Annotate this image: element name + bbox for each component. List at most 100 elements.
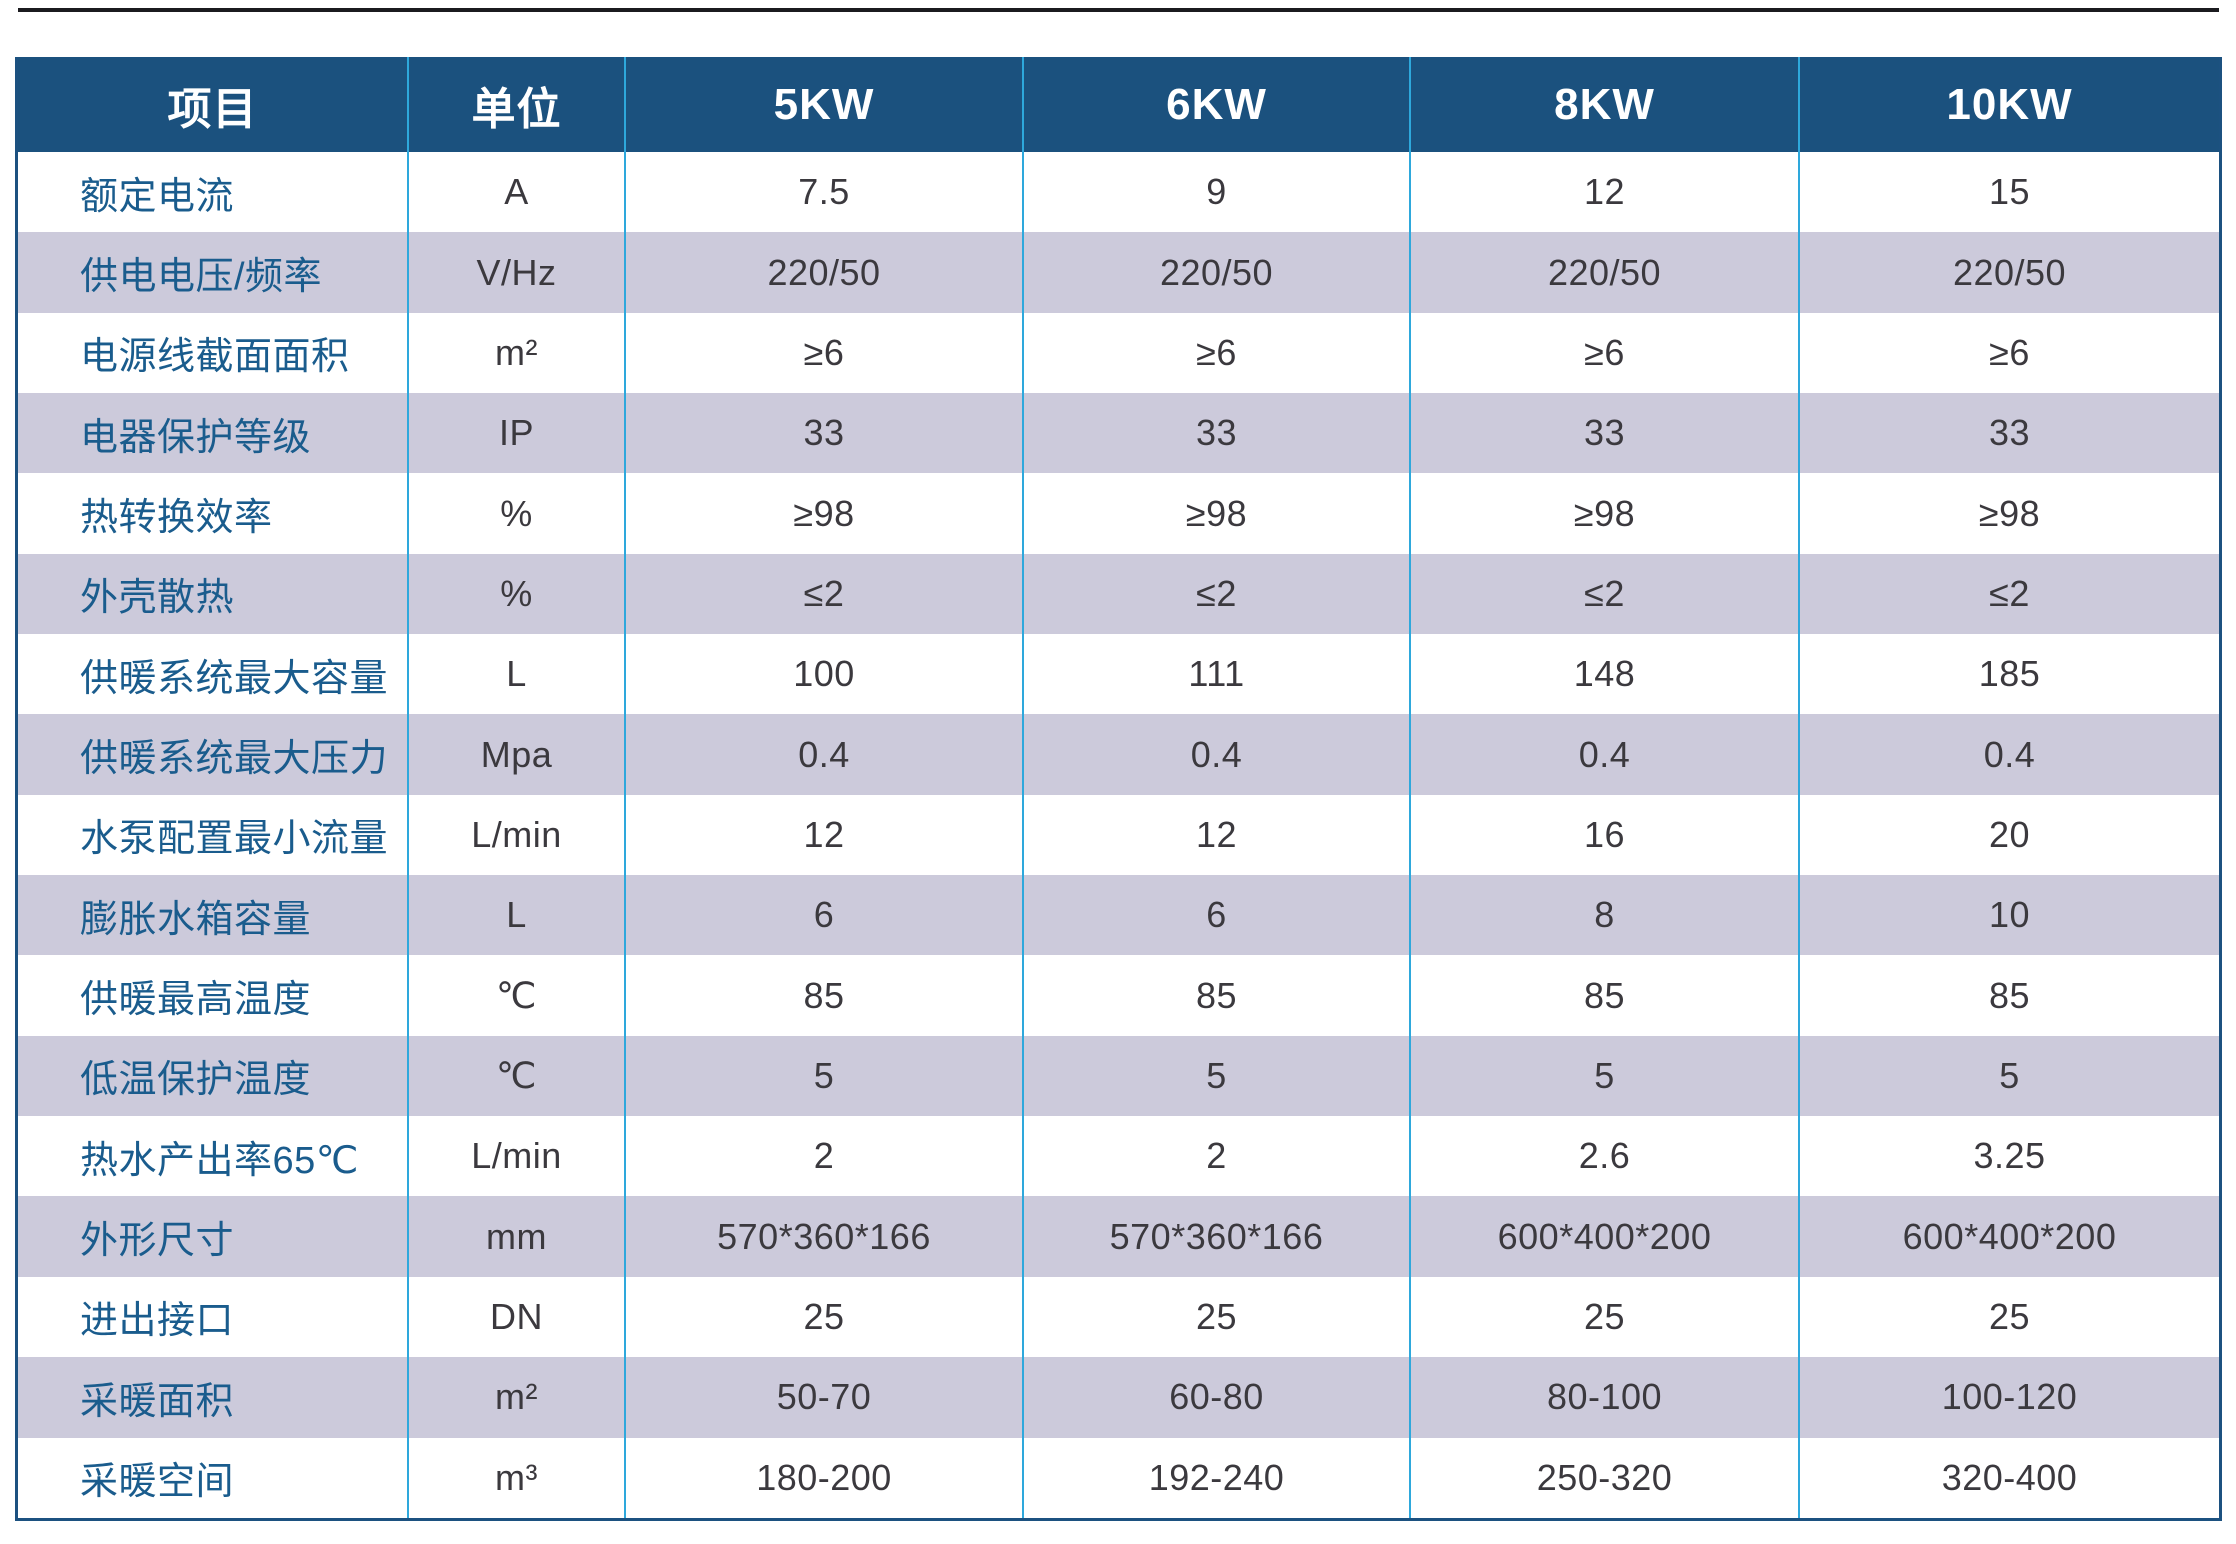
table-row: 供暖系统最大压力 Mpa 0.4 0.4 0.4 0.4 [18, 714, 2219, 795]
row-value-cell: 20 [1798, 794, 2219, 876]
row-value-cell: 50-70 [624, 1357, 1022, 1438]
row-label-cell: 供暖系统最大压力 [80, 738, 389, 781]
row-label-cell: 水泵配置最小流量 [80, 818, 389, 861]
table-row: 热转换效率% ≥98 ≥98 ≥98 ≥98 [18, 473, 2219, 554]
row-value-cell: 148 [1409, 634, 1798, 715]
row-value-cell: ≥98 [1022, 473, 1409, 554]
row-value-cell: 25 [1409, 1276, 1798, 1358]
row-unit-cell: L/min [407, 794, 624, 876]
row-value-cell: 220/50 [1022, 232, 1409, 313]
row-label-cell: 外形尺寸 [80, 1220, 235, 1263]
row-value-cell: 5 [1022, 1035, 1409, 1117]
row-unit-cell: V/Hz [407, 232, 624, 313]
table-row: 电器保护等级 IP 33 33 33 33 [18, 393, 2219, 474]
row-label-cell: 热水产出率65℃ [80, 1139, 359, 1182]
row-value-cell: ≥6 [624, 312, 1022, 394]
row-label-cell: 外壳散热 [80, 577, 235, 620]
row-value-cell: ≥6 [1409, 312, 1798, 394]
row-value-cell: 33 [1409, 393, 1798, 474]
row-value-cell: 6 [1022, 875, 1409, 956]
table-row: 供电电压/频率 V/Hz 220/50 220/50 220/50 220/50 [18, 232, 2219, 313]
row-unit-cell: DN [407, 1276, 624, 1358]
row-unit-cell: IP [407, 393, 624, 474]
row-value-cell: 15 [1798, 152, 2219, 233]
row-unit-cell: Mpa [407, 714, 624, 795]
row-label-cell: 采暖空间 [80, 1461, 235, 1504]
row-value-cell: 0.4 [1022, 714, 1409, 795]
row-value-cell: 12 [1022, 794, 1409, 876]
row-value-cell: 111 [1022, 634, 1409, 715]
row-value-cell: 220/50 [624, 232, 1022, 313]
header-model-cell: 6KW [1022, 57, 1409, 152]
row-value-cell: 600*400*200 [1798, 1196, 2219, 1277]
row-value-cell: 85 [1022, 955, 1409, 1036]
row-label-cell: 采暖面积 [80, 1380, 235, 1423]
row-unit-cell: m² [407, 1357, 624, 1438]
row-value-cell: 220/50 [1409, 232, 1798, 313]
row-value-cell: 80-100 [1409, 1357, 1798, 1438]
row-value-cell: 100-120 [1798, 1357, 2219, 1438]
top-rule-divider [18, 8, 2219, 12]
row-unit-cell: % [407, 473, 624, 554]
row-value-cell: ≥98 [624, 473, 1022, 554]
row-value-cell: 570*360*166 [624, 1196, 1022, 1277]
row-value-cell: 12 [624, 794, 1022, 876]
row-value-cell: 0.4 [624, 714, 1022, 795]
row-value-cell: ≥98 [1798, 473, 2219, 554]
row-label-cell: 额定电流 [80, 175, 235, 218]
row-value-cell: 85 [1409, 955, 1798, 1036]
row-value-cell: 192-240 [1022, 1437, 1409, 1518]
row-label-cell: 供暖系统最大容量 [80, 657, 389, 700]
row-label-cell: 电器保护等级 [80, 416, 312, 459]
row-value-cell: 0.4 [1409, 714, 1798, 795]
row-value-cell: 2 [1022, 1116, 1409, 1197]
header-item-cell: 项目 [167, 84, 258, 134]
row-value-cell: 180-200 [624, 1437, 1022, 1518]
table-row: 外形尺寸 mm 570*360*166 570*360*166 600*400*200 6… [18, 1196, 2219, 1277]
row-value-cell: 2 [624, 1116, 1022, 1197]
table-row: 电源线截面面积 m² ≥6 ≥6 ≥6 ≥6 [18, 312, 2219, 394]
row-unit-cell: L [407, 634, 624, 715]
row-value-cell: ≥6 [1798, 312, 2219, 394]
row-value-cell: 25 [1022, 1276, 1409, 1358]
row-value-cell: 85 [1798, 955, 2219, 1036]
table-row: 进出接口 DN 25 25 25 25 [18, 1276, 2219, 1358]
row-unit-cell: ℃ [407, 1035, 624, 1117]
row-value-cell: 85 [624, 955, 1022, 1036]
row-value-cell: 250-320 [1409, 1437, 1798, 1518]
row-value-cell: 0.4 [1798, 714, 2219, 795]
table-row: 采暖面积 m² 50-70 60-80 80-100 100-120 [18, 1357, 2219, 1438]
table-row: 热水产出率65℃ L/min 2 2 2.6 3.25 [18, 1116, 2219, 1197]
row-value-cell: 600*400*200 [1409, 1196, 1798, 1277]
row-unit-cell: m³ [407, 1437, 624, 1518]
row-label-cell: 低温保护温度 [80, 1059, 312, 1102]
table-row: 采暖空间 m³ 180-200 192-240 250-320 320-400 [18, 1437, 2219, 1518]
table-row: 膨胀水箱容量 L 6 6 8 10 [18, 875, 2219, 956]
row-value-cell: 5 [624, 1035, 1022, 1117]
header-unit-cell: 单位 [407, 57, 624, 152]
specification-table: 项目 单位 5KW 6KW 8KW 10KW 额定电流 A 7.5 9 12 15 供电电压/频率 V/H… [15, 57, 2222, 1521]
row-value-cell: 320-400 [1798, 1437, 2219, 1518]
table-row: 供暖最高温度 ℃ 85 85 85 85 [18, 955, 2219, 1036]
row-label-cell: 进出接口 [80, 1300, 235, 1343]
row-unit-cell: L/min [407, 1116, 624, 1197]
table-row: 额定电流 A 7.5 9 12 15 [18, 152, 2219, 233]
row-value-cell: 33 [624, 393, 1022, 474]
row-value-cell: ≤2 [1022, 553, 1409, 635]
row-value-cell: 7.5 [624, 152, 1022, 233]
table-row: 供暖系统最大容量 L 100 111 148 185 [18, 634, 2219, 715]
table-header-row: 项目 单位 5KW 6KW 8KW 10KW [18, 57, 2219, 152]
table-row: 外壳散热% ≤2 ≤2 ≤2 ≤2 [18, 553, 2219, 635]
row-value-cell: ≤2 [624, 553, 1022, 635]
row-value-cell: 5 [1409, 1035, 1798, 1117]
row-unit-cell: % [407, 553, 624, 635]
row-value-cell: 2.6 [1409, 1116, 1798, 1197]
row-unit-cell: A [407, 152, 624, 233]
row-unit-cell: L [407, 875, 624, 956]
row-value-cell: 33 [1022, 393, 1409, 474]
row-value-cell: 25 [624, 1276, 1022, 1358]
row-label-cell: 电源线截面面积 [80, 336, 350, 379]
row-value-cell: 5 [1798, 1035, 2219, 1117]
row-value-cell: 3.25 [1798, 1116, 2219, 1197]
